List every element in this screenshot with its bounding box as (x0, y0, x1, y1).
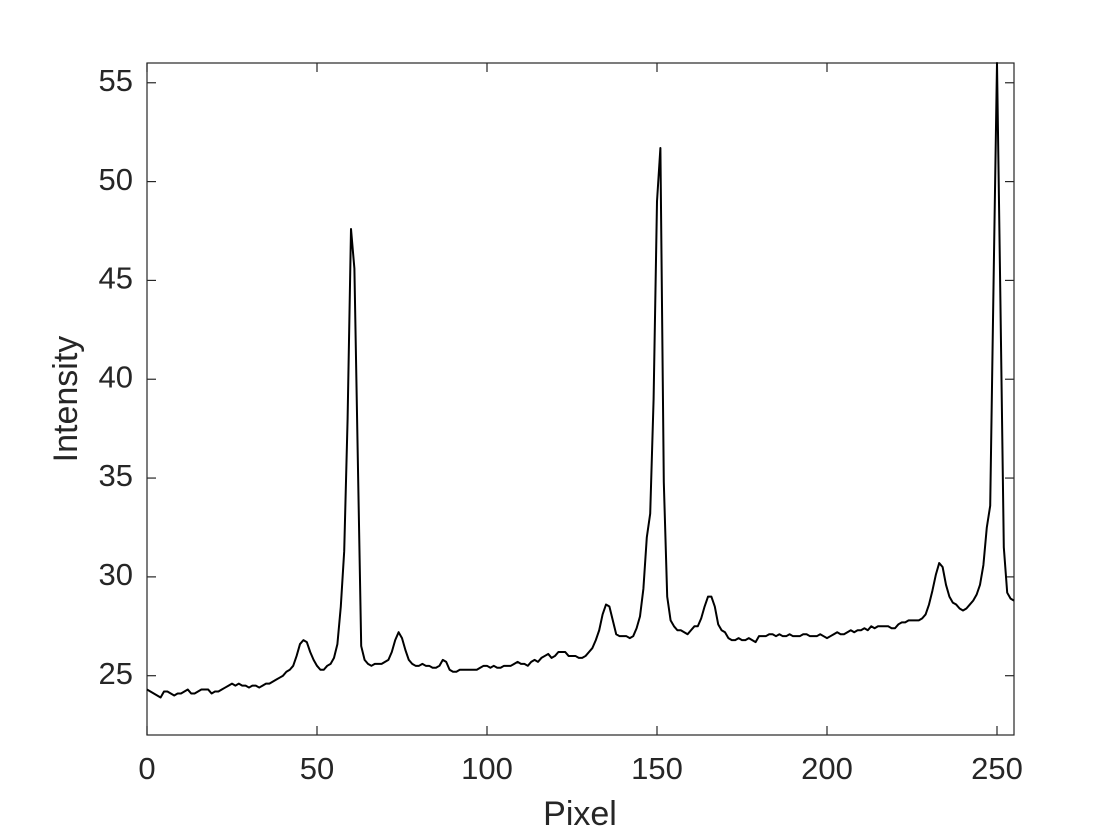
y-tick-label: 35 (99, 458, 133, 493)
axes-box (146, 62, 1015, 736)
y-tick-label: 55 (99, 63, 133, 98)
y-tick-label: 40 (99, 359, 133, 394)
y-axis-label: Intensity (47, 336, 85, 463)
y-tick-label: 25 (99, 656, 133, 691)
y-tick-label: 45 (99, 261, 133, 296)
data-line (146, 62, 1015, 699)
x-tick-label: 150 (631, 751, 683, 786)
x-tick-label: 50 (300, 751, 334, 786)
y-tick-label: 50 (99, 162, 133, 197)
x-axis-label: Pixel (543, 795, 617, 833)
y-tick-label: 30 (99, 557, 133, 592)
x-tick-label: 200 (801, 751, 853, 786)
x-tick-label: 0 (138, 751, 155, 786)
x-tick-label: 250 (971, 751, 1023, 786)
x-tick-label: 100 (461, 751, 513, 786)
